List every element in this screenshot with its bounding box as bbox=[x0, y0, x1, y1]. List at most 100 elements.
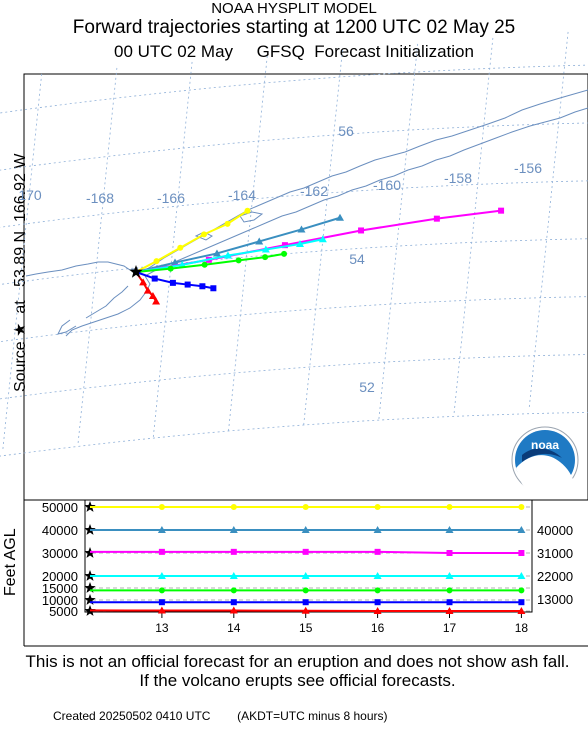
trajectory-point-green bbox=[235, 257, 242, 264]
trajectory-point-green bbox=[281, 250, 288, 257]
height-point-steelblue bbox=[301, 526, 310, 533]
timezone-note: (AKDT=UTC minus 8 hours) bbox=[237, 709, 388, 723]
latitude-label: 54 bbox=[349, 251, 365, 267]
height-point-red bbox=[517, 607, 526, 614]
trajectory-point-yellow bbox=[244, 207, 251, 214]
height-point-cyan bbox=[301, 572, 310, 579]
trajectory-40000ft bbox=[135, 216, 341, 273]
model-title: NOAA HYSPLIT MODEL bbox=[211, 0, 377, 17]
trajectory-point-green bbox=[262, 254, 269, 261]
trajectory-point-red bbox=[139, 278, 148, 286]
trajectory-point-yellow bbox=[177, 244, 184, 251]
parallel-line bbox=[0, 412, 588, 457]
height-tick-label: 50000 bbox=[42, 500, 78, 515]
height-panel-frame bbox=[84, 499, 533, 613]
parallel-line bbox=[0, 238, 588, 285]
height-point-cyan bbox=[373, 572, 382, 579]
height-point-magenta bbox=[158, 548, 165, 555]
time-tick-label: 17 bbox=[443, 621, 457, 635]
longitude-label: -156 bbox=[514, 160, 542, 176]
height-point-yellow bbox=[518, 504, 525, 510]
map-graticule bbox=[0, 29, 588, 457]
height-point-blue bbox=[302, 599, 309, 606]
height-point-green bbox=[230, 587, 237, 594]
longitude-label: -166 bbox=[157, 190, 185, 206]
trajectory-point-steelblue bbox=[255, 237, 264, 245]
meridian-line bbox=[378, 41, 419, 419]
trajectory-point-cyan bbox=[178, 260, 187, 268]
meridian-line bbox=[2, 71, 43, 449]
height-point-steelblue bbox=[157, 526, 166, 533]
trajectory-point-magenta bbox=[358, 227, 365, 234]
height-point-yellow bbox=[446, 504, 453, 510]
height-point-yellow bbox=[230, 504, 237, 510]
logo-gull-wave bbox=[516, 455, 574, 498]
trajectory-point-red bbox=[148, 291, 157, 299]
meridian-line bbox=[453, 35, 494, 413]
height-point-yellow bbox=[374, 504, 381, 510]
height-point-green bbox=[158, 587, 165, 594]
height-tick-label: 40000 bbox=[42, 523, 78, 538]
height-tick-label: 30000 bbox=[42, 546, 78, 561]
trajectory-point-blue bbox=[199, 283, 206, 290]
height-tick-label: 20000 bbox=[42, 569, 78, 584]
trajectory-point-cyan bbox=[261, 245, 270, 253]
height-point-red bbox=[445, 607, 454, 614]
meridian-line bbox=[303, 47, 344, 425]
trajectory-point-green bbox=[201, 261, 208, 268]
height-point-magenta bbox=[302, 548, 309, 555]
trajectory-point-cyan bbox=[295, 239, 304, 247]
meridian-line bbox=[152, 59, 193, 437]
coastline-segment bbox=[57, 319, 77, 335]
trajectory-point-magenta bbox=[433, 215, 440, 222]
height-point-blue bbox=[518, 599, 525, 606]
meridian-line bbox=[528, 29, 569, 407]
coastline-segment bbox=[25, 261, 139, 277]
height-end-label: 13000 bbox=[537, 592, 573, 607]
trajectory-point-red bbox=[143, 286, 152, 294]
parallel-line bbox=[0, 64, 588, 114]
height-point-green bbox=[446, 587, 453, 594]
trajectory-13000ft bbox=[135, 252, 285, 273]
time-tick-label: 14 bbox=[227, 621, 241, 635]
footer: Created 20250502 0410 UTC (AKDT=UTC minu… bbox=[53, 709, 388, 723]
height-point-red bbox=[157, 606, 166, 614]
trajectory-point-magenta bbox=[498, 207, 505, 214]
time-tick-label: 18 bbox=[515, 621, 529, 635]
trajectory-point-steelblue bbox=[212, 249, 221, 257]
noaa-logo: noaa bbox=[511, 426, 579, 498]
height-point-blue bbox=[374, 599, 381, 606]
source-star-icon bbox=[129, 265, 143, 278]
height-point-cyan bbox=[157, 572, 166, 579]
trajectory-point-yellow bbox=[201, 231, 208, 238]
coastline-segment bbox=[85, 285, 129, 319]
height-point-cyan bbox=[517, 572, 526, 579]
height-tick-label: 10000 bbox=[42, 593, 78, 608]
map-trajectories bbox=[129, 207, 505, 305]
start-star-icon bbox=[84, 582, 96, 593]
coastline-segment bbox=[141, 89, 588, 273]
trajectory-point-blue bbox=[184, 281, 191, 288]
trajectory-point-steelblue bbox=[297, 225, 306, 233]
trajectory-point-magenta bbox=[281, 242, 288, 249]
latitude-label: 52 bbox=[359, 379, 375, 395]
height-point-steelblue bbox=[445, 526, 454, 533]
height-end-label: 31000 bbox=[537, 546, 573, 561]
parallel-line bbox=[0, 122, 588, 171]
longitude-label: -160 bbox=[373, 177, 401, 193]
height-tick-label: 5000 bbox=[49, 604, 78, 619]
height-end-label: 22000 bbox=[537, 569, 573, 584]
height-point-red bbox=[229, 606, 238, 614]
longitude-label: -168 bbox=[86, 190, 114, 206]
logo-text: noaa bbox=[531, 438, 559, 452]
height-point-red bbox=[373, 607, 382, 614]
chart-title: Forward trajectories starting at 1200 UT… bbox=[72, 17, 516, 38]
coastline-segment bbox=[239, 211, 264, 223]
height-point-blue bbox=[446, 599, 453, 606]
coastline-segment bbox=[144, 107, 588, 277]
created-stamp: Created 20250502 0410 UTC bbox=[53, 709, 211, 723]
height-point-cyan bbox=[229, 572, 238, 579]
height-point-yellow bbox=[302, 504, 309, 510]
